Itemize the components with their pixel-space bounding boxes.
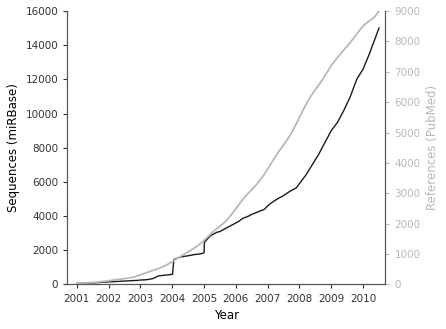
X-axis label: Year: Year [214, 309, 239, 322]
Y-axis label: References (PubMed): References (PubMed) [426, 85, 439, 210]
Y-axis label: Sequences (miRBase): Sequences (miRBase) [7, 83, 20, 212]
